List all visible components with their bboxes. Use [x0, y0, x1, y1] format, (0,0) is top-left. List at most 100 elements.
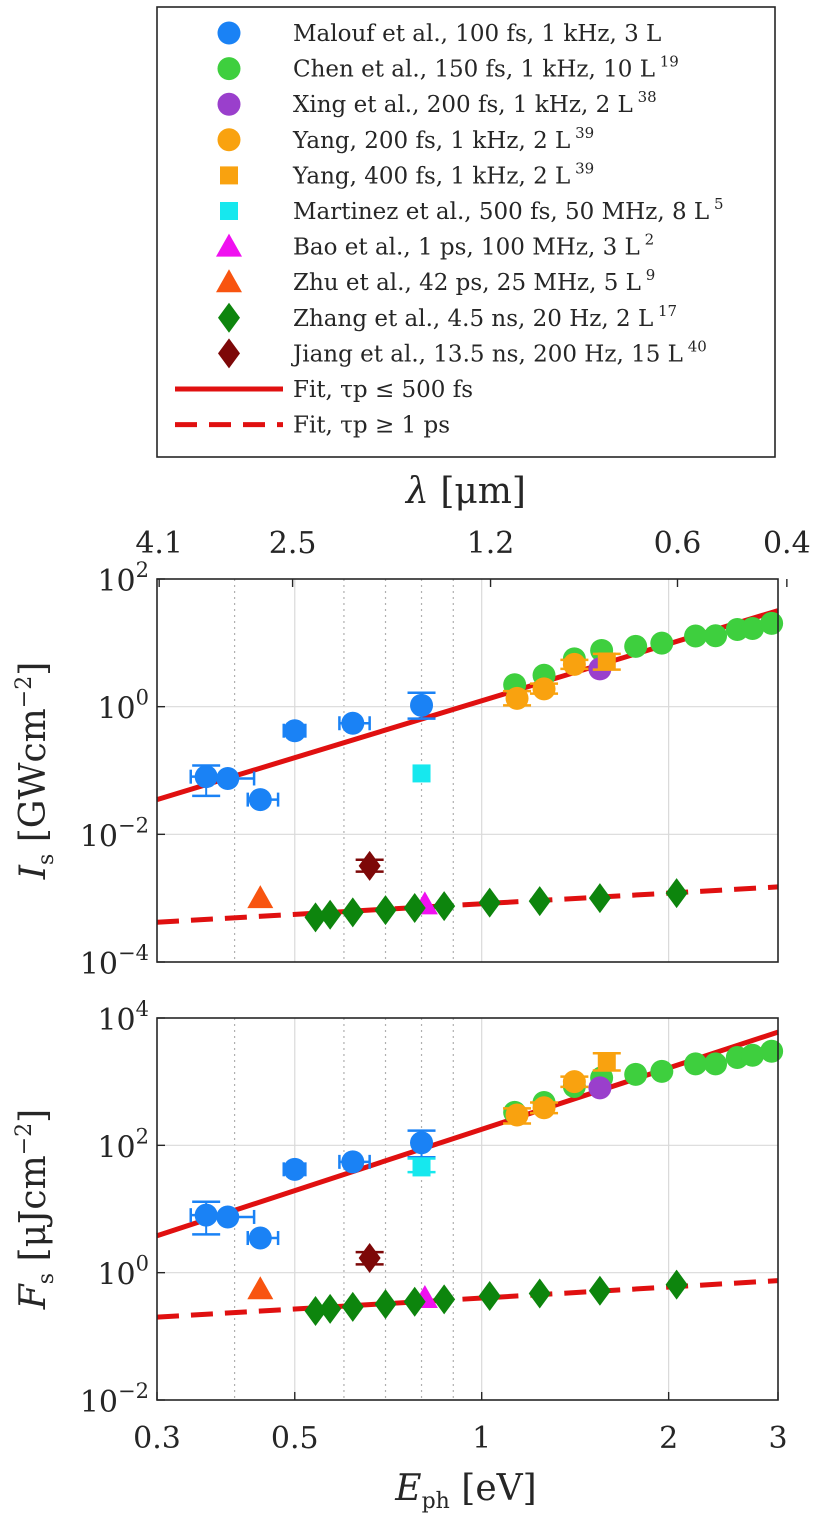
legend-marker: [217, 92, 241, 116]
data-point: [650, 1059, 674, 1083]
series-martinez-et-al-: [407, 1157, 436, 1177]
y-tick-label: 102: [97, 558, 149, 599]
data-point: [741, 616, 765, 640]
plot-panel-2: 104 102 100 10−2 Fs [μJcm−2]: [12, 997, 784, 1420]
data-point: [624, 634, 648, 658]
data-point: [358, 850, 381, 881]
legend-label: Malouf et al., 100 fs, 1 kHz, 3 L: [293, 21, 661, 47]
top-tick-label: 2.5: [269, 526, 317, 561]
legend-marker: [217, 21, 241, 45]
plot-area: [157, 1018, 778, 1400]
top-tick-label: 4.1: [135, 526, 183, 561]
data-point: [216, 766, 240, 790]
y-tick-label: 102: [97, 1124, 149, 1165]
data-point: [403, 893, 426, 924]
plot-panel-1: 102 100 10−2 10−4 Is [GWcm−2]: [12, 558, 784, 982]
data-point: [588, 1275, 611, 1306]
data-point: [248, 1226, 272, 1250]
series-xing-et-al-: [588, 1076, 612, 1100]
legend-marker: [220, 202, 238, 220]
top-tick-label: 0.4: [763, 526, 811, 561]
legend-marker: [220, 166, 238, 185]
legend-label: Fit, τp ≥ 1 ps: [293, 413, 450, 439]
data-point: [374, 895, 397, 926]
data-point: [433, 891, 456, 922]
y-axis-label: Fs [μJcm−2]: [12, 1109, 59, 1310]
legend-label: Zhang et al., 4.5 ns, 20 Hz, 2 L 17: [293, 302, 677, 332]
y-tick-label: 10−2: [80, 813, 149, 854]
legend-marker: [216, 233, 242, 257]
legend-entry: Zhu et al., 42 ps, 25 MHz, 5 L 9: [216, 266, 655, 296]
data-point: [760, 611, 784, 635]
series-yang-400-fs: [592, 652, 621, 671]
series-yang-200-fs: [503, 652, 589, 710]
data-point: [684, 1052, 708, 1076]
data-point: [624, 1062, 648, 1086]
legend-entry: Xing et al., 200 fs, 1 kHz, 2 L 38: [217, 88, 657, 118]
series-yang-200-fs: [503, 1070, 589, 1127]
legend-marker: [217, 57, 241, 81]
data-point: [505, 1103, 529, 1127]
legend-marker: [217, 128, 241, 152]
data-point: [319, 899, 342, 930]
data-point: [478, 887, 501, 918]
data-point: [283, 1157, 307, 1181]
data-point: [741, 1043, 765, 1067]
top-tick-label: 1.2: [467, 526, 515, 561]
data-point: [304, 902, 327, 933]
y-tick-label: 10−2: [80, 1379, 149, 1420]
data-point: [410, 1131, 434, 1155]
data-point: [532, 1096, 556, 1120]
plot-frame: [156, 1017, 779, 1401]
bottom-axis: 0.3 0.5 1 2 3 Eph [eV]: [133, 1392, 788, 1514]
plot-frame: [156, 578, 779, 963]
data-point: [650, 631, 674, 655]
series-jiang-et-al-: [355, 1242, 384, 1273]
legend-label: Zhu et al., 42 ps, 25 MHz, 5 L 9: [293, 266, 655, 296]
fit-line-fs: [156, 1029, 779, 1239]
data-point: [704, 1052, 728, 1076]
legend-marker: [216, 269, 242, 293]
data-point: [704, 624, 728, 648]
legend-entry: Martinez et al., 500 fs, 50 MHz, 8 L 5: [220, 195, 723, 225]
data-point: [247, 885, 274, 909]
data-point: [248, 788, 272, 812]
series-zhang-et-al-: [304, 1269, 688, 1326]
data-point: [597, 652, 616, 671]
data-point: [665, 878, 688, 909]
y-tick-label: 10−4: [80, 941, 149, 982]
top-axis: 4.1 2.5 1.2 0.6 0.4 λ [μm]: [135, 471, 811, 587]
data-point: [403, 1286, 426, 1317]
series-zhu-et-al-: [247, 1276, 274, 1300]
legend-label: Fit, τp ≤ 500 fs: [293, 377, 473, 403]
legend-label: Yang, 400 fs, 1 kHz, 2 L 39: [292, 159, 594, 189]
data-point: [374, 1289, 397, 1320]
top-axis-label: λ [μm]: [404, 471, 526, 512]
data-point: [760, 1039, 784, 1063]
legend-box: [156, 6, 776, 458]
data-point: [562, 1070, 586, 1094]
legend-label: Chen et al., 150 fs, 1 kHz, 10 L 19: [293, 53, 679, 83]
data-point: [304, 1295, 327, 1326]
data-point: [665, 1269, 688, 1300]
legend-label: Martinez et al., 500 fs, 50 MHz, 8 L 5: [293, 195, 723, 225]
series-malouf-et-al-: [189, 691, 436, 812]
legend-entry: Malouf et al., 100 fs, 1 kHz, 3 L: [217, 21, 661, 47]
series-jiang-et-al-: [355, 850, 384, 881]
legend-marker: [218, 302, 240, 333]
series-martinez-et-al-: [412, 764, 431, 783]
legend-label: Xing et al., 200 fs, 1 kHz, 2 L 38: [293, 88, 657, 118]
data-point: [528, 1278, 551, 1309]
data-point: [216, 1205, 240, 1229]
legend-entry: Yang, 200 fs, 1 kHz, 2 L 39: [217, 124, 594, 154]
legend-entry: Zhang et al., 4.5 ns, 20 Hz, 2 L 17: [218, 302, 677, 333]
series-yang-400-fs: [592, 1051, 621, 1072]
x-tick-label: 3: [768, 1421, 787, 1456]
x-tick-label: 0.5: [271, 1421, 319, 1456]
series-malouf-et-al-: [189, 1129, 436, 1250]
y-axis-label: Is [GWcm−2]: [12, 662, 59, 881]
data-point: [283, 719, 307, 743]
legend-label: Bao et al., 1 ps, 100 MHz, 3 L 2: [293, 231, 654, 261]
data-point: [358, 1242, 381, 1273]
